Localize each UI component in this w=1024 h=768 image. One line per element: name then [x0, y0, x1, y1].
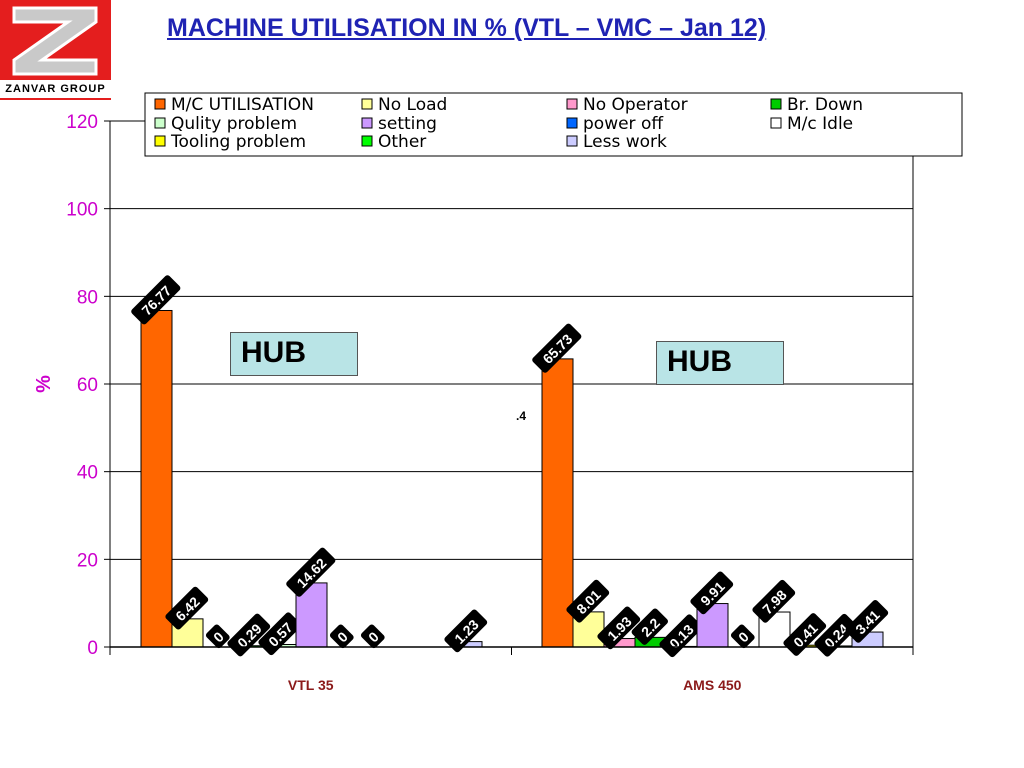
- data-label-group: 0: [205, 624, 230, 649]
- data-label-box: [227, 613, 271, 657]
- legend-label: M/C UTILISATION: [171, 95, 314, 115]
- x-category-label: VTL 35: [288, 677, 334, 693]
- hub-label-1: HUB: [230, 332, 358, 376]
- legend-label: setting: [378, 114, 437, 134]
- legend-label: M/c Idle: [787, 114, 853, 134]
- legend-label: Tooling problem: [170, 132, 306, 152]
- legend-label: No Load: [378, 95, 447, 115]
- data-label-box: [730, 624, 755, 649]
- legend-swatch: [154, 117, 166, 129]
- y-tick-label: 40: [77, 463, 98, 484]
- legend-swatch: [566, 98, 578, 110]
- data-label-box: [165, 586, 209, 630]
- data-label-box: [566, 579, 610, 623]
- legend-swatch: [770, 117, 782, 129]
- data-label-box: [205, 624, 230, 649]
- legend-swatch: [361, 117, 373, 129]
- legend-label: Less work: [583, 132, 667, 152]
- hub-label-2: HUB: [656, 341, 784, 385]
- data-label-box: [597, 606, 641, 650]
- legend-swatch: [361, 98, 373, 110]
- bar: [541, 358, 574, 648]
- legend-swatch: [361, 135, 373, 147]
- y-tick-label: 120: [66, 112, 98, 133]
- y-tick-label: 60: [77, 375, 98, 396]
- y-tick-label: 100: [66, 200, 98, 221]
- data-label-box: [752, 579, 796, 623]
- legend-label: Br. Down: [787, 95, 863, 115]
- data-label-box: [258, 612, 302, 656]
- data-label-box: [131, 275, 181, 325]
- logo-text: ZANVAR GROUP: [0, 80, 111, 98]
- z-logo-icon: [12, 6, 98, 76]
- legend-label: power off: [583, 114, 664, 134]
- x-category-label: AMS 450: [683, 677, 742, 693]
- data-label-box: [814, 613, 858, 657]
- data-label-box: [444, 609, 488, 653]
- legend-label: Other: [378, 132, 426, 152]
- legend-swatch: [770, 98, 782, 110]
- data-label-box: [329, 624, 354, 649]
- data-label-group: 0: [730, 624, 755, 649]
- y-tick-label: 0: [87, 638, 98, 659]
- legend-swatch: [154, 135, 166, 147]
- data-label-box: [845, 599, 889, 643]
- data-label-box: [690, 571, 734, 615]
- legend-box: [144, 92, 963, 157]
- stray-annotation: .4: [516, 409, 526, 423]
- zanvar-logo: ZANVAR GROUP: [0, 0, 111, 100]
- page-title: MACHINE UTILISATION IN % (VTL – VMC – Ja…: [167, 14, 767, 42]
- y-tick-label: 80: [77, 287, 98, 308]
- bar: [140, 309, 173, 648]
- data-label-group: 0: [360, 624, 385, 649]
- legend: M/C UTILISATION No Load No Operator Br. Dow…: [144, 92, 963, 157]
- data-label-box: [532, 323, 582, 373]
- data-label-box: [631, 608, 668, 645]
- data-label-box: [286, 547, 336, 597]
- data-label-group: 0: [329, 624, 354, 649]
- legend-swatch: [566, 135, 578, 147]
- data-label-box: [360, 624, 385, 649]
- legend-swatch: [566, 117, 578, 129]
- y-axis-label: %: [33, 375, 55, 393]
- legend-label: No Operator: [583, 95, 688, 115]
- legend-swatch: [154, 98, 166, 110]
- y-tick-label: 20: [77, 550, 98, 571]
- legend-label: Qulity problem: [171, 114, 297, 134]
- data-label-box: [783, 613, 827, 656]
